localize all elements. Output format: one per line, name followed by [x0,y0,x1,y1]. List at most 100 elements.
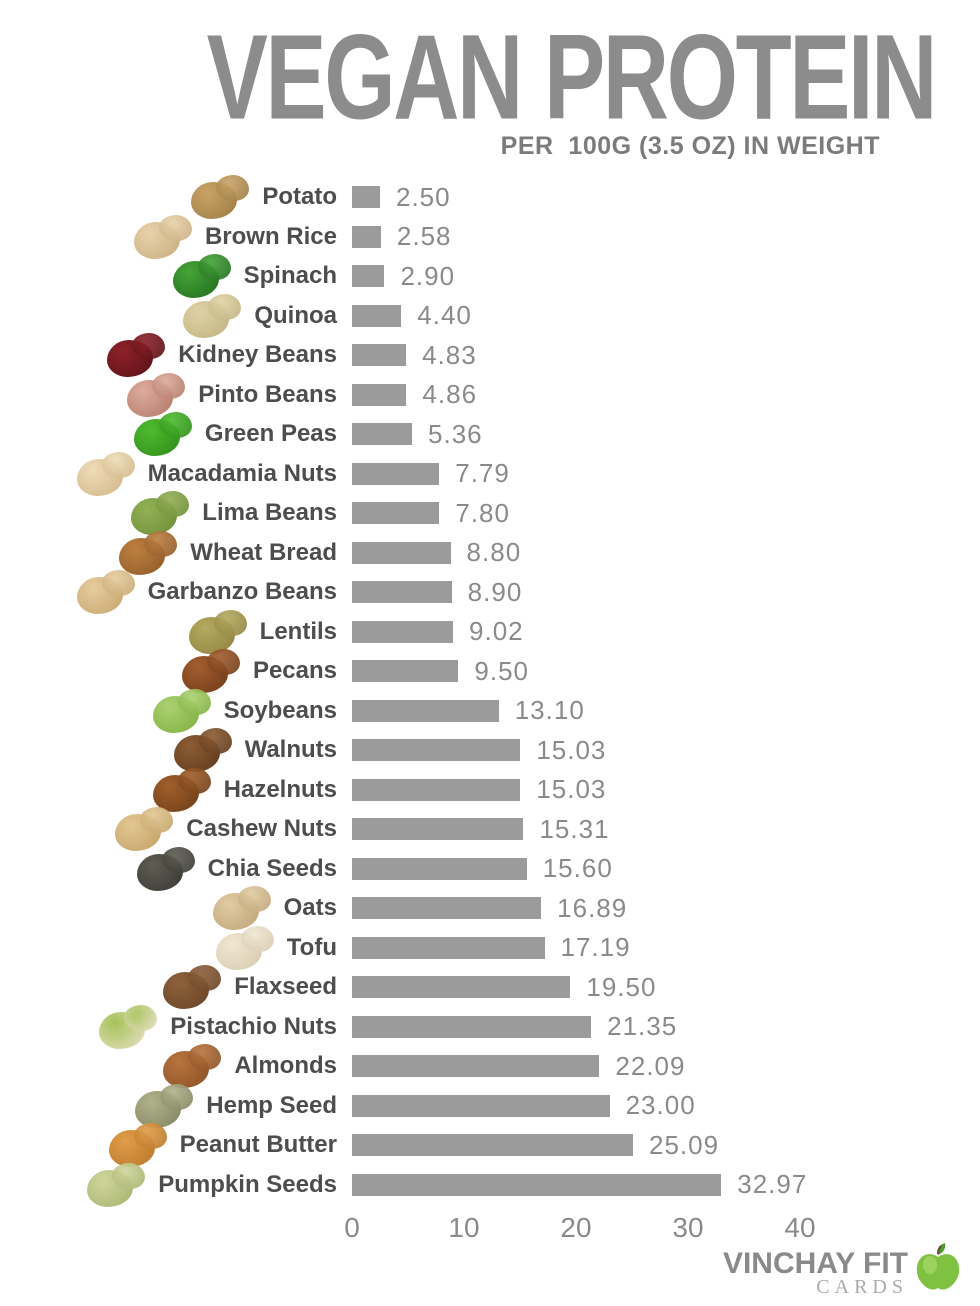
bar-zone: 7.80 [352,498,800,529]
protein-value: 15.03 [536,774,607,805]
protein-value: 25.09 [649,1129,720,1160]
chart-row: Kidney Beans 4.83 [0,333,980,378]
row-label-area: Green Peas [0,412,352,457]
protein-value: 16.89 [557,892,628,923]
protein-bar [352,541,451,564]
protein-bar [352,897,542,920]
bar-zone: 16.89 [352,893,800,924]
chart-row: Hazelnuts 15.03 [0,767,980,812]
protein-value: 9.50 [474,655,529,686]
food-label: Wheat Bread [190,538,337,566]
food-label: Pistachio Nuts [170,1012,337,1040]
food-photo-blob [140,807,174,834]
protein-value: 2.58 [396,221,452,252]
food-photo-blob [161,846,195,873]
food-label: Pecans [252,657,337,685]
protein-value: 19.50 [586,971,657,1002]
brand-subname: CARDS [816,1276,908,1298]
food-photo-blob [158,412,192,439]
protein-bar [352,936,545,959]
x-axis: 0 10 20 30 40 [344,1208,815,1250]
row-label-area: Kidney Beans [0,333,352,378]
kidney-beans-icon [107,333,166,378]
chart-row: Quinoa 4.40 [0,293,980,338]
row-label-area: Macadamia Nuts [0,451,352,496]
bar-zone: 17.19 [352,932,800,963]
protein-bar [352,976,571,999]
food-photo-blob [156,491,190,518]
row-label-area: Potato [0,175,352,220]
protein-bar [352,1015,592,1038]
protein-bar [352,581,452,604]
bar-zone: 8.90 [352,577,800,608]
food-photo-blob [177,688,211,715]
x-axis-tick: 20 [560,1212,592,1244]
chart-row: Hemp Seed 23.00 [0,1083,980,1128]
food-photo-blob [101,451,135,478]
chart-row: Macadamia Nuts 7.79 [0,451,980,496]
food-photo-blob [188,1044,222,1071]
chart-row: Pistachio Nuts 21.35 [0,1004,980,1049]
bar-zone: 5.36 [352,419,800,450]
chart-row: Brown Rice 2.58 [0,214,980,259]
chart-row: Pumpkin Seeds 32.97 [0,1162,980,1207]
cashew-nuts-icon [115,807,174,852]
row-label-area: Brown Rice [0,214,352,259]
pinto-beans-icon [127,372,186,417]
protein-value: 21.35 [607,1011,678,1042]
chart-row: Oats 16.89 [0,886,980,931]
header: VEGAN PROTEIN PER 100G (3.5 OZ) IN WEIGH… [0,0,980,161]
food-label: Soybeans [223,696,337,724]
protein-value: 4.83 [422,339,477,370]
protein-bar [352,818,524,841]
pumpkin-seeds-icon [87,1162,146,1207]
bar-zone: 23.00 [352,1090,800,1121]
protein-bar [352,739,521,762]
chart-row: Potato 2.50 [0,175,980,220]
page-title: VEGAN PROTEIN [206,9,938,145]
protein-value: 2.50 [396,181,451,212]
bar-zone: 21.35 [352,1011,800,1042]
bar-zone: 19.50 [352,972,800,1003]
bar-zone: 9.02 [352,616,800,647]
x-axis-tick: 30 [672,1212,704,1244]
hemp-seed-icon [135,1083,194,1128]
chart-row: Spinach 2.90 [0,254,980,299]
protein-value: 22.09 [615,1050,686,1081]
food-label: Walnuts [244,736,337,764]
row-label-area: Cashew Nuts [0,807,352,852]
bar-zone: 8.80 [352,537,800,568]
protein-value: 8.90 [467,576,523,607]
food-label: Kidney Beans [178,341,337,369]
protein-bar [352,620,454,643]
food-label: Green Peas [204,420,337,448]
bar-zone: 15.60 [352,853,800,884]
green-apple-icon [916,1242,960,1290]
food-label: Pumpkin Seeds [158,1170,337,1198]
protein-bar [352,778,521,801]
food-photo-blob [144,530,178,557]
food-photo-blob [216,175,250,202]
food-label: Brown Rice [204,222,337,250]
chart-row: Chia Seeds 15.60 [0,846,980,891]
flaxseed-icon [163,965,222,1010]
protein-value: 13.10 [514,695,585,726]
protein-value: 15.60 [542,853,613,884]
chart-rows: Potato 2.50 Brown Rice 2.58 Spinach [0,175,980,1207]
bar-zone: 25.09 [352,1130,800,1161]
food-label: Peanut Butter [179,1131,337,1159]
protein-bar [352,1094,610,1117]
chart-row: Tofu 17.19 [0,925,980,970]
row-label-area: Quinoa [0,293,352,338]
food-photo-blob [197,254,231,281]
bar-zone: 15.03 [352,735,800,766]
protein-bar [352,383,407,406]
bar-zone: 2.50 [352,182,800,213]
bar-zone: 32.97 [352,1169,806,1200]
food-photo-blob [208,293,242,320]
x-axis-tick: 0 [344,1212,360,1244]
food-label: Spinach [243,262,337,290]
food-photo-blob [198,728,232,755]
food-label: Hazelnuts [223,775,337,803]
protein-bar [352,304,402,327]
